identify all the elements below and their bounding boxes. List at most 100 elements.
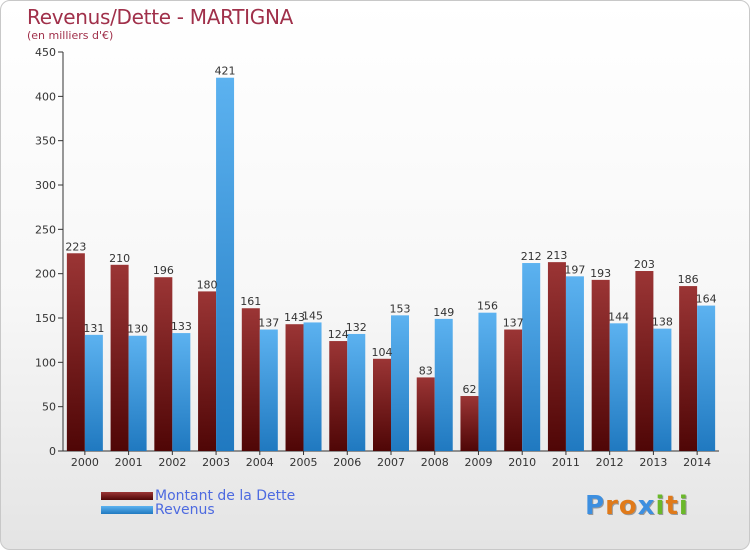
x-tick-label: 2001 <box>115 456 143 469</box>
bar-debt <box>66 253 85 451</box>
data-label-revenus: 421 <box>215 65 236 78</box>
data-label-revenus: 153 <box>390 302 411 315</box>
chart-subtitle: (en milliers d'€) <box>27 29 114 42</box>
legend-swatch-debt <box>101 492 153 500</box>
logo-letter: P <box>585 491 606 521</box>
y-tick-label: 50 <box>42 401 56 414</box>
legend-item-revenus: Revenus <box>101 502 215 518</box>
x-tick-label: 2010 <box>508 456 536 469</box>
bar-revenus <box>216 77 235 452</box>
data-label-debt: 223 <box>65 240 86 253</box>
bar-debt <box>154 277 173 451</box>
bar-revenus <box>128 335 147 451</box>
proxiti-logo: Proxiti <box>585 491 689 521</box>
data-label-revenus: 156 <box>477 300 498 313</box>
x-tick-label: 2013 <box>639 456 667 469</box>
x-tick-label: 2007 <box>377 456 405 469</box>
data-label-revenus: 130 <box>127 323 148 336</box>
logo-letter: i <box>655 491 666 521</box>
data-label-revenus: 197 <box>564 263 585 276</box>
logo-letter: r <box>605 491 619 521</box>
data-label-revenus: 145 <box>302 309 323 322</box>
bar-debt <box>416 377 435 451</box>
data-label-debt: 203 <box>634 258 655 271</box>
bar-revenus <box>172 333 191 451</box>
data-label-revenus: 164 <box>696 293 717 306</box>
data-label-debt: 161 <box>240 295 261 308</box>
bar-debt <box>504 329 523 451</box>
x-tick-label: 2004 <box>246 456 274 469</box>
y-tick-label: 400 <box>35 90 56 103</box>
bar-revenus <box>303 322 322 451</box>
data-label-revenus: 137 <box>258 317 279 330</box>
data-label-revenus: 138 <box>652 316 673 329</box>
bar-revenus <box>697 305 716 451</box>
bar-revenus <box>434 318 453 451</box>
bar-debt <box>460 396 479 451</box>
data-label-debt: 143 <box>284 311 305 324</box>
bar-revenus <box>84 334 103 451</box>
data-label-debt: 62 <box>462 383 476 396</box>
data-label-debt: 180 <box>197 278 218 291</box>
bar-revenus <box>565 276 584 451</box>
bar-debt <box>110 264 129 451</box>
bar-revenus <box>609 323 628 451</box>
legend-swatch-revenus <box>101 506 153 514</box>
y-tick-label: 0 <box>49 445 56 458</box>
bar-debt <box>635 271 654 451</box>
data-label-revenus: 149 <box>433 306 454 319</box>
data-label-debt: 186 <box>678 273 699 286</box>
logo-letter: i <box>678 491 689 521</box>
bar-debt <box>591 279 610 451</box>
bar-debt <box>241 308 260 451</box>
data-label-revenus: 133 <box>171 320 192 333</box>
data-label-debt: 213 <box>546 249 567 262</box>
bar-revenus <box>259 329 278 451</box>
legend-label-debt: Montant de la Dette <box>155 488 296 504</box>
chart-title: Revenus/Dette - MARTIGNA <box>27 5 294 29</box>
x-tick-label: 2011 <box>552 456 580 469</box>
bar-debt <box>329 341 348 451</box>
bars <box>66 77 716 452</box>
x-tick-label: 2005 <box>290 456 318 469</box>
y-tick-label: 300 <box>35 179 56 192</box>
y-tick-label: 150 <box>35 312 56 325</box>
x-tick-label: 2009 <box>464 456 492 469</box>
data-label-debt: 104 <box>372 346 393 359</box>
bar-revenus <box>478 312 497 451</box>
bar-debt <box>547 262 566 451</box>
y-tick-label: 250 <box>35 223 56 236</box>
x-tick-label: 2006 <box>333 456 361 469</box>
y-tick-label: 100 <box>35 356 56 369</box>
data-label-debt: 137 <box>503 317 524 330</box>
data-label-debt: 193 <box>590 267 611 280</box>
x-tick-label: 2014 <box>683 456 711 469</box>
bar-revenus <box>391 315 409 451</box>
x-tick-label: 2008 <box>421 456 449 469</box>
data-label-debt: 83 <box>419 364 433 377</box>
x-tick-label: 2002 <box>158 456 186 469</box>
x-tick-label: 2000 <box>71 456 99 469</box>
y-tick-label: 450 <box>35 46 56 59</box>
legend-item-debt: Montant de la Dette <box>101 488 295 504</box>
logo-letter: x <box>637 491 656 521</box>
y-tick-label: 350 <box>35 135 56 148</box>
axes: 0 50 100 150 200 250 300 350 400 450 2000 2001 2002 2… <box>35 46 719 469</box>
data-label-revenus: 212 <box>521 250 542 263</box>
bar-debt <box>679 286 698 451</box>
data-label-debt: 124 <box>328 328 349 341</box>
data-label-revenus: 131 <box>83 322 104 335</box>
x-tick-label: 2003 <box>202 456 230 469</box>
bar-debt <box>373 358 391 451</box>
bar-revenus <box>522 263 541 451</box>
x-tick-label: 2012 <box>596 456 624 469</box>
data-label-revenus: 144 <box>608 310 629 323</box>
logo-letter: t <box>665 491 679 521</box>
legend-label-revenus: Revenus <box>155 502 215 518</box>
logo-letter: o <box>618 491 638 521</box>
bar-debt <box>198 291 217 451</box>
data-label-debt: 210 <box>109 252 130 265</box>
